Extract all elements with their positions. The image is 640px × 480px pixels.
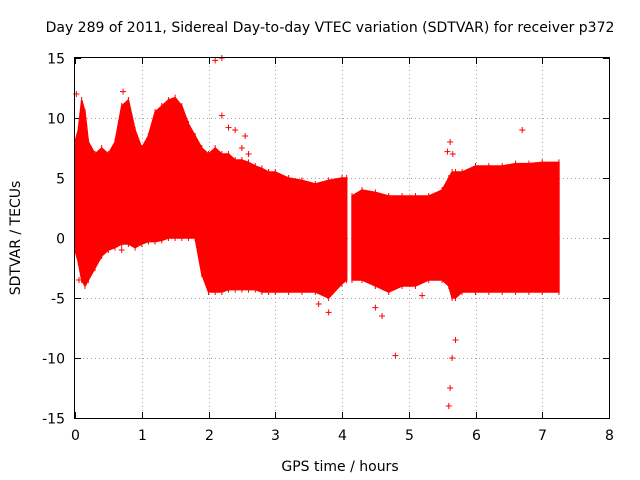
x-tick-label: 7 — [538, 428, 547, 444]
x-tick-label: 5 — [405, 428, 414, 444]
data-point — [305, 235, 312, 241]
x-tick-label: 1 — [138, 428, 147, 444]
x-tick-label: 2 — [205, 428, 214, 444]
data-point — [325, 309, 332, 316]
y-tick-label: 5 — [56, 172, 65, 188]
y-tick-label: -15 — [42, 412, 65, 428]
data-point — [245, 151, 252, 157]
data-point — [218, 112, 225, 119]
data-point — [74, 136, 81, 143]
y-tick-label: -10 — [42, 352, 65, 368]
data-point — [449, 355, 456, 361]
data-point — [447, 385, 454, 391]
data-point — [452, 337, 459, 343]
data-point — [315, 301, 322, 307]
data-point — [449, 151, 456, 157]
data-point — [212, 57, 219, 64]
data-point — [392, 352, 399, 359]
data-point — [447, 139, 454, 145]
x-tick-label: 0 — [71, 428, 80, 444]
data-point — [225, 124, 232, 131]
data-point — [76, 277, 83, 283]
y-tick-label: 10 — [47, 112, 65, 128]
data-point — [232, 127, 239, 133]
plot-frame — [74, 57, 610, 419]
data-point — [148, 232, 155, 239]
data-point — [372, 304, 379, 311]
data-point — [519, 127, 526, 133]
tick-labels: 0 1 2 3 4 5 6 7 8 -15 -10 -5 0 5 10 15 — [42, 52, 614, 445]
x-tick-label: 4 — [338, 428, 347, 444]
data-point — [242, 133, 249, 139]
y-tick-label: 15 — [47, 52, 65, 68]
data-point — [118, 247, 125, 253]
data-point — [379, 313, 386, 319]
x-tick-label: 6 — [472, 428, 481, 444]
y-tick-label: 0 — [56, 232, 65, 248]
x-tick-label: 8 — [605, 428, 614, 444]
data-point — [419, 292, 426, 299]
data-point — [238, 145, 245, 151]
y-axis-label: SDTVAR / TECUs — [8, 181, 24, 296]
plot-area — [73, 55, 560, 409]
x-tick-label: 3 — [271, 428, 280, 444]
data-point — [445, 403, 452, 409]
data-point — [444, 148, 451, 155]
x-axis-label: GPS time / hours — [281, 459, 398, 475]
y-tick-label: -5 — [51, 292, 65, 308]
chart-title: Day 289 of 2011, Sidereal Day-to-day VTE… — [46, 20, 615, 36]
data-point — [120, 88, 127, 95]
data-point — [352, 217, 359, 223]
